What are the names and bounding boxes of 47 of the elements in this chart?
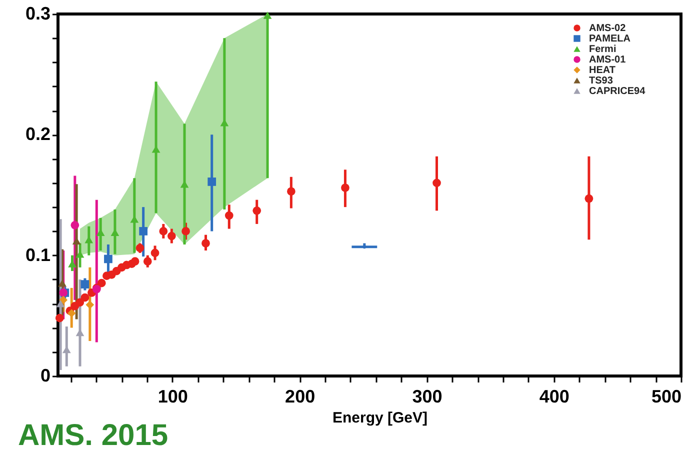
- legend-label: HEAT: [589, 65, 616, 76]
- point: [252, 206, 262, 215]
- point: [263, 12, 272, 19]
- point: [159, 227, 168, 236]
- point: [139, 227, 148, 236]
- point: [67, 309, 76, 318]
- point: [341, 184, 350, 192]
- point: [584, 194, 594, 203]
- point: [150, 248, 160, 258]
- x-tick-label: 200: [285, 386, 316, 406]
- point: [208, 178, 216, 186]
- y-tick-label: 0.3: [25, 4, 50, 24]
- x-axis-title: Energy [GeV]: [332, 410, 428, 426]
- point: [80, 280, 90, 288]
- legend-label: PAMELA: [589, 34, 630, 44]
- legend-label: CAPRICE94: [589, 86, 646, 97]
- x-tick-label: 300: [412, 386, 442, 406]
- point: [143, 257, 152, 266]
- y-tick-label: 0.2: [25, 124, 50, 144]
- point: [55, 314, 64, 322]
- point: [56, 300, 65, 308]
- point: [136, 244, 144, 252]
- point: [182, 227, 190, 236]
- point: [104, 254, 112, 264]
- x-tick-label: 500: [651, 386, 682, 406]
- legend-label: Fermi: [589, 44, 616, 55]
- point: [224, 211, 234, 220]
- point: [59, 296, 68, 304]
- legend-label: TS93: [589, 76, 614, 86]
- legend-label: AMS-02: [589, 23, 626, 34]
- text: AMS. 2015: [18, 419, 168, 452]
- point: [86, 300, 94, 309]
- point: [80, 293, 90, 302]
- y-tick-label: 0: [40, 366, 50, 386]
- x-tick-label: 100: [158, 386, 188, 406]
- legend-label: AMS-01: [589, 54, 626, 66]
- y-tick-label: 0.1: [25, 244, 50, 265]
- point: [432, 178, 441, 188]
- point: [70, 220, 80, 230]
- point: [202, 239, 210, 248]
- x-tick-label: 400: [539, 386, 570, 406]
- point: [76, 298, 84, 307]
- point: [286, 187, 296, 196]
- point: [167, 232, 176, 240]
- point: [58, 279, 67, 287]
- point: [130, 257, 140, 266]
- point: [97, 278, 106, 288]
